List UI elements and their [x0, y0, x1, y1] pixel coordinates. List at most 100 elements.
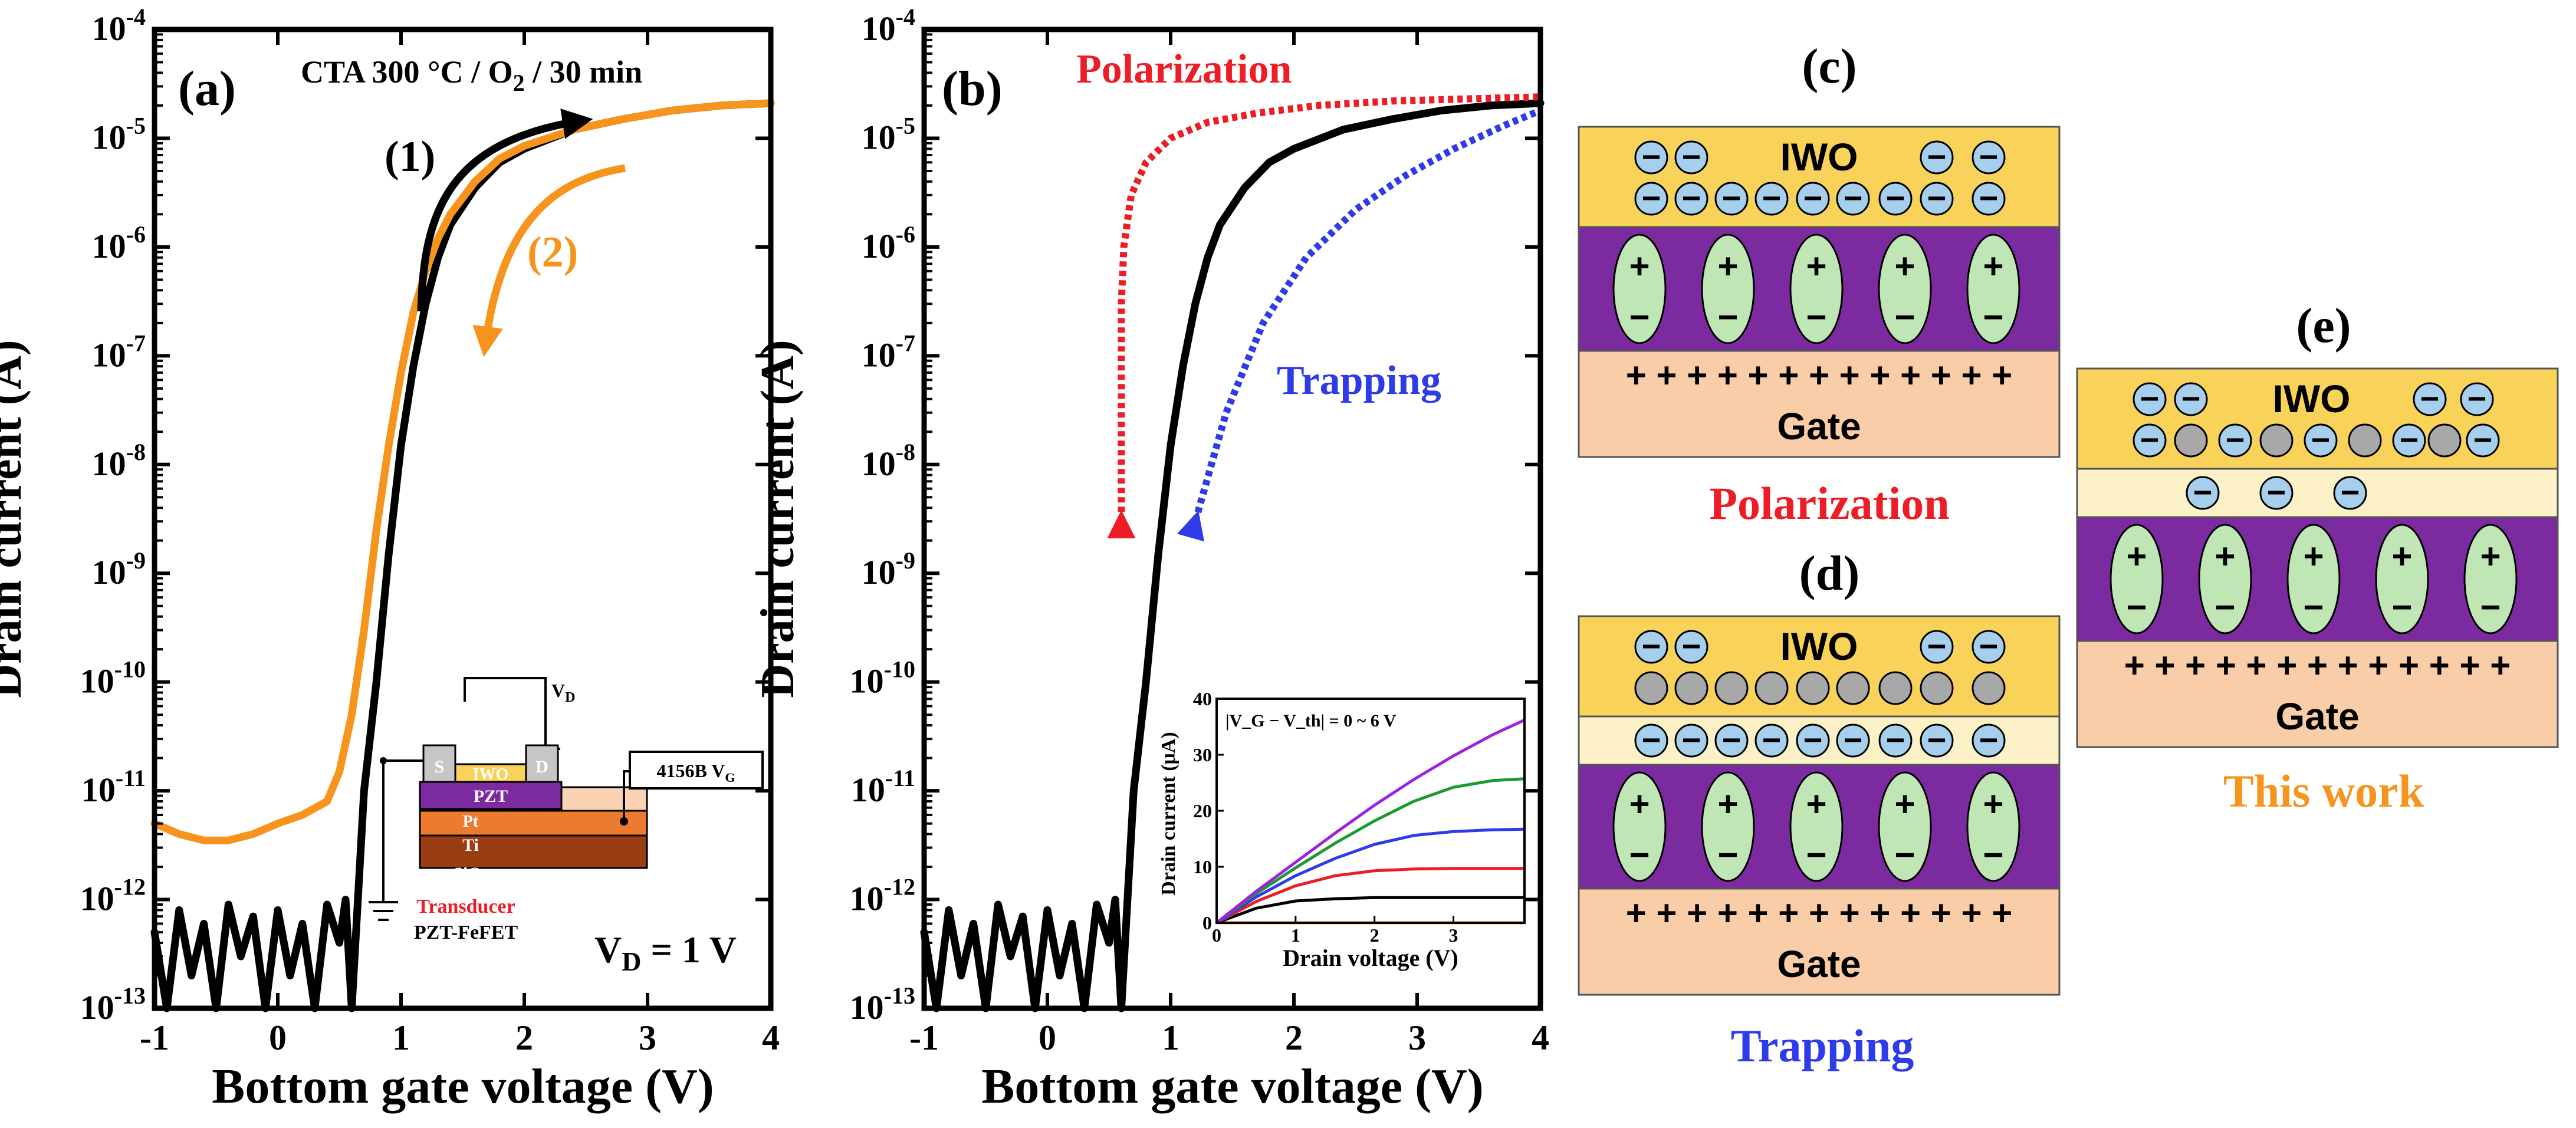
panel-a-ytick-label: 10-13: [80, 982, 146, 1027]
panel-c-electron: [1674, 140, 1708, 175]
panel-e-caption: This work: [2223, 765, 2424, 817]
panel-b-xtick-label: 0: [1039, 1018, 1056, 1057]
panel-e-electron: [2133, 382, 2167, 416]
inset-series-3: [1215, 867, 1524, 925]
panel-b-ytick-label: 10-6: [862, 221, 915, 265]
panel-a: 10-1310-1210-1110-1010-910-810-710-610-5…: [0, 4, 780, 1114]
panel-c-electron: [1796, 182, 1830, 216]
panel-e-electron-sign: −: [2467, 380, 2487, 417]
panel-c-dipole-plus: +: [1983, 246, 2003, 286]
device-schematic-inset: VD S D IWO PZT Pt Ti SiO2 4156B VG Trans…: [369, 677, 764, 943]
panel-d-trap: [1634, 671, 1668, 705]
panel-d-interlayer-electron-sign: −: [1722, 721, 1742, 758]
panel-e-dipole-minus: −: [2480, 587, 2501, 627]
panel-d-interlayer-electron: [1920, 724, 1954, 758]
panel-c-dipole-minus: −: [1806, 297, 1826, 337]
panel-b-ytick-label: 10-12: [850, 874, 915, 918]
panel-a-ytick-label: 10-5: [92, 112, 146, 156]
panel-a-frame: [152, 27, 774, 1011]
panel-d-interlayer-electron: [1714, 724, 1749, 758]
panel-e-dipole: [2463, 524, 2518, 634]
panel-a-ytick-label: 10-12: [80, 874, 146, 918]
panel-c-caption: Polarization: [1709, 478, 1949, 529]
panel-e-electron: [2466, 423, 2500, 458]
panel-c-electron: [1674, 182, 1708, 216]
panel-c-dipole: [1789, 234, 1844, 344]
panel-d-iwo-label: IWO: [1780, 624, 1858, 668]
panel-a-xtick-label: 0: [269, 1018, 287, 1057]
panel-d-gate-label: Gate: [1777, 943, 1861, 985]
panel-c-electron-sign: −: [1642, 138, 1661, 175]
panel-c-dipole-minus: −: [1629, 297, 1650, 337]
panel-b-xtick-label: 4: [1532, 1018, 1549, 1057]
panel-d-dipole: [1612, 771, 1667, 882]
panel-d-gate-layer: [1578, 887, 2061, 996]
panel-d-trap: [1674, 671, 1708, 705]
panel-d-trap: [1754, 671, 1789, 705]
panel-d-interlayer-electron: [1634, 724, 1668, 758]
panel-c-electron-sign: −: [1762, 179, 1782, 216]
panel-d-electron: [1972, 630, 2006, 664]
panel-b-xtick-label: -1: [909, 1018, 939, 1057]
panel-a-xtick-label: 2: [515, 1018, 533, 1057]
inset-ytick-label: 0: [1202, 912, 1212, 933]
inset-sio2-label: SiO2: [453, 864, 488, 887]
panel-c-electron-sign: −: [1927, 179, 1947, 216]
panel-a-ylabel: Drain current (A): [0, 340, 31, 698]
panel-e-dipole-minus: −: [2126, 587, 2147, 627]
panel-e-electron-sign: −: [2311, 421, 2331, 458]
panel-e-dipole-plus: +: [2480, 537, 2501, 576]
panel-b-ytick-label: 10-13: [850, 982, 915, 1027]
panel-b-ytick-label: 10-11: [851, 765, 915, 809]
panel-d-interlayer-electron: [1796, 724, 1830, 758]
panel-d-interlayer-electron: [1972, 724, 2006, 758]
panel-d-interlayer-electron: [1836, 724, 1870, 758]
instrument-label: 4156B VG: [657, 760, 735, 785]
ground-wire: [369, 759, 425, 921]
inset-xtick-label: 0: [1212, 925, 1221, 946]
panel-e-electron-sign: −: [2400, 421, 2419, 458]
panel-e-gate-label: Gate: [2275, 695, 2359, 738]
panel-e-dipole-minus: −: [2214, 587, 2235, 627]
panel-b-ytick-label: 10-4: [862, 4, 915, 48]
panel-d-electron-sign: −: [1927, 627, 1947, 665]
panel-b-ytick-label: 10-7: [862, 330, 915, 374]
panel-c-electron-sign: −: [1682, 179, 1701, 216]
panel-e-electron-sign: −: [2226, 421, 2245, 458]
panel-d-dipole-minus: −: [1894, 835, 1915, 874]
panel-b-series-2: [1107, 93, 1541, 539]
panel-c-dipole: [1612, 234, 1667, 344]
panel-e-label: (e): [2296, 298, 2351, 353]
panel-c-electron: [1714, 182, 1749, 216]
inset-xtick-label: 3: [1449, 925, 1458, 946]
panel-c-dipole-plus: +: [1717, 246, 1738, 286]
panel-a-xtick-label: -1: [140, 1018, 169, 1057]
panel-d-dipole-plus: +: [1806, 784, 1826, 824]
panel-c-gate-layer: [1578, 350, 2061, 458]
panel-d-interlayer-electron: [1674, 724, 1708, 758]
panel-c-dipole: [1966, 234, 2020, 344]
panel-a-ytick-label: 10-6: [92, 221, 146, 265]
panel-d-trap: [1920, 671, 1954, 705]
panel-c-dipole-minus: −: [1717, 297, 1738, 337]
inset-drain-label: D: [535, 757, 548, 777]
inset-ytick-label: 30: [1193, 744, 1212, 765]
panel-c-electron-sign: −: [1722, 179, 1742, 216]
panel-e-trap: [2174, 423, 2208, 458]
panel-e-electron: [2413, 382, 2447, 416]
panel-e-dipole: [2198, 524, 2252, 634]
panel-d-interlayer-electron-sign: −: [1762, 721, 1782, 758]
panel-e-iwo-label: IWO: [2273, 377, 2351, 420]
inset-pzt-label: PZT: [474, 787, 508, 806]
panel-e-electron-sign: −: [2181, 380, 2201, 417]
panel-d-dipole-minus: −: [1629, 835, 1650, 874]
panel-a-series-2: [150, 99, 775, 844]
sweep-2-arrow: [472, 164, 626, 357]
panel-c-dipole-plus: +: [1806, 246, 1826, 286]
panel-c-electron-sign: −: [1979, 179, 1999, 216]
inset-ti-layer: [419, 810, 648, 837]
panel-d-gate-charges: + + + + + + + + + + + + +: [1626, 893, 2013, 933]
panel-d-label: (d): [1799, 546, 1860, 601]
panel-a-xlabel: Bottom gate voltage (V): [212, 1059, 714, 1114]
